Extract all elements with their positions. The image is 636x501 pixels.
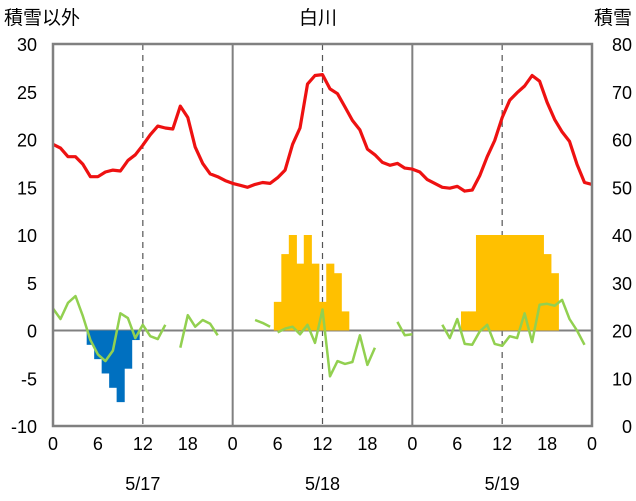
date-label: 5/19 — [485, 474, 520, 494]
x-tick-label: 18 — [178, 434, 198, 454]
snow-change-bar — [333, 273, 342, 331]
left-tick-label: 20 — [17, 131, 37, 151]
x-tick-label: 0 — [228, 434, 238, 454]
snow-change-bar — [326, 263, 335, 331]
left-tick-label: -10 — [11, 417, 37, 437]
right-tick-label: 10 — [612, 369, 632, 389]
snow-change-bar — [543, 254, 552, 331]
snow-depth-line — [396, 321, 413, 337]
snow-depth-line — [254, 318, 271, 328]
snow-change-bar — [468, 311, 477, 331]
right-tick-label: 80 — [612, 35, 632, 55]
snow-change-bar — [116, 330, 125, 403]
snow-change-bar — [281, 254, 290, 331]
x-tick-label: 12 — [492, 434, 512, 454]
left-tick-label: -5 — [21, 369, 37, 389]
left-axis-label: 積雪以外 — [4, 7, 80, 29]
plot-frame — [51, 42, 594, 428]
right-tick-label: 0 — [622, 417, 632, 437]
temperature-line — [52, 72, 593, 193]
right-tick-label: 50 — [612, 178, 632, 198]
snow-change-bar — [490, 235, 500, 331]
snow-change-bar — [101, 330, 110, 374]
snow-change-bar — [505, 235, 514, 331]
x-tick-label: 12 — [133, 434, 153, 454]
x-tick-label: 18 — [357, 434, 377, 454]
left-tick-label: 0 — [27, 322, 37, 342]
right-tick-label: 70 — [612, 83, 632, 103]
snow-change-bar — [94, 330, 103, 360]
x-tick-label: 0 — [48, 434, 58, 454]
snow-change-bar — [109, 330, 118, 388]
snow-change-bar — [311, 263, 320, 331]
x-tick-label: 0 — [587, 434, 597, 454]
left-tick-label: 5 — [27, 274, 37, 294]
x-tick-label: 18 — [537, 434, 557, 454]
snow-change-bar — [520, 235, 529, 331]
snow-change-bar — [498, 235, 507, 331]
lines-layer — [51, 72, 593, 378]
snow-change-bar — [528, 235, 537, 331]
left-tick-label: 10 — [17, 226, 37, 246]
right-tick-label: 20 — [612, 322, 632, 342]
right-tick-label: 40 — [612, 226, 632, 246]
x-tick-label: 0 — [407, 434, 417, 454]
x-tick-label: 12 — [312, 434, 332, 454]
right-axis-label: 積雪 — [594, 7, 632, 29]
snow-depth-line — [277, 308, 377, 378]
snow-change-bar — [296, 263, 305, 331]
x-tick-label: 6 — [452, 434, 462, 454]
snow-change-bar — [124, 330, 133, 369]
bars-layer — [86, 235, 559, 403]
snow-depth-line — [51, 294, 167, 363]
snow-change-bar — [513, 235, 522, 331]
right-tick-label: 30 — [612, 274, 632, 294]
snow-change-bar — [303, 235, 312, 331]
snow-change-bar — [483, 235, 492, 331]
left-tick-label: 25 — [17, 83, 37, 103]
left-tick-label: 15 — [17, 178, 37, 198]
x-tick-label: 6 — [93, 434, 103, 454]
snow-change-bar — [341, 311, 350, 331]
snow-depth-line — [179, 313, 219, 348]
snow-depth-line — [441, 298, 586, 348]
x-tick-label: 6 — [273, 434, 283, 454]
snow-change-bar — [550, 273, 559, 331]
snow-change-bar — [475, 235, 485, 331]
right-tick-label: 60 — [612, 131, 632, 151]
date-label: 5/18 — [305, 474, 340, 494]
snow-change-bar — [460, 311, 470, 331]
left-tick-label: 30 — [17, 35, 37, 55]
chart-title: 白川 — [299, 7, 337, 29]
snow-change-bar — [288, 235, 297, 331]
snow-change-bar — [273, 301, 282, 331]
date-label: 5/17 — [125, 474, 160, 494]
snow-change-bar — [535, 235, 544, 331]
